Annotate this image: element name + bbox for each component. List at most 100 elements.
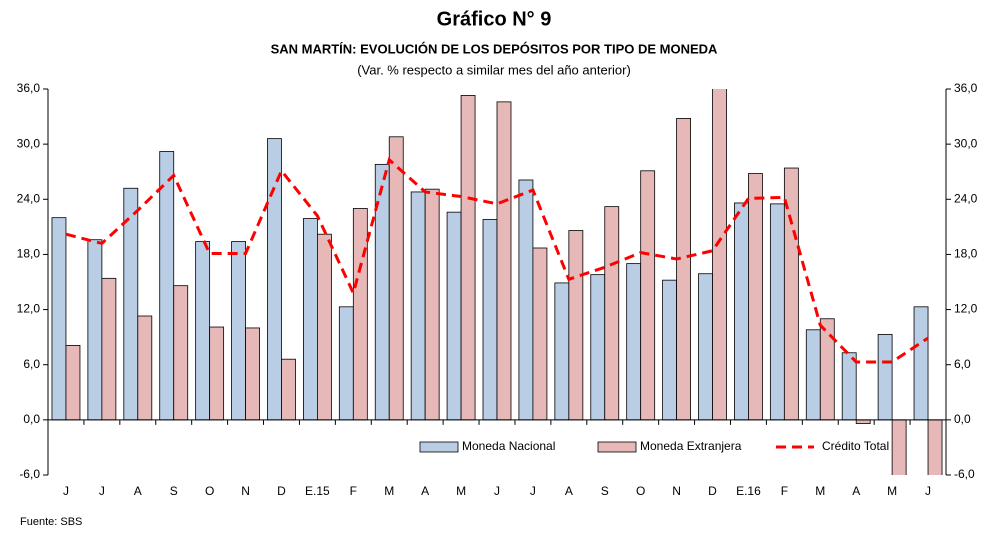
x-tick-label: J [494,484,500,498]
x-tick-label: J [63,484,69,498]
x-tick-label: M [456,484,466,498]
x-tick-label: D [277,484,286,498]
bar [877,333,893,421]
bar [231,241,246,421]
bar [352,208,368,421]
bar [604,206,620,421]
chart-title: Gráfico N° 9 [437,8,552,30]
legend-swatch [597,441,637,453]
bar [855,419,871,424]
bar [173,285,189,421]
y-tick-label: 18,0 [17,247,41,261]
bar [891,419,907,475]
bar [913,306,929,421]
bar [338,306,354,421]
bar [424,188,440,421]
y2-tick-label: 0,0 [954,412,971,426]
bar [460,95,476,421]
legend-item: Moneda Extranjera [597,439,742,453]
x-tick-label: A [852,484,860,498]
x-tick-label: F [350,484,357,498]
x-tick-label: E.16 [736,484,761,498]
bar [281,358,296,421]
y2-tick-label: -6,0 [954,467,975,481]
y-tick-label: 12,0 [17,302,41,316]
x-tick-label: J [99,484,105,498]
bar [640,170,656,421]
x-tick-label: J [925,484,931,498]
x-tick-label: F [781,484,788,498]
y2-tick-label: 24,0 [954,191,978,205]
y-tick-label: 36,0 [17,81,41,95]
bar [410,191,426,421]
bar [676,118,691,421]
y2-tick-label: 18,0 [954,247,978,261]
y-tick-label: 24,0 [17,191,41,205]
source: Fuente: SBS [20,516,82,528]
x-tick-label: A [134,484,142,498]
x-tick-label: S [170,484,178,498]
x-tick-label: M [887,484,897,498]
bar [65,345,81,421]
bar [712,89,727,421]
bar [805,329,821,421]
bar [388,136,404,421]
x-tick-label: A [565,484,573,498]
bar [662,279,677,421]
bar [267,138,282,421]
bar [101,277,117,421]
x-tick-label: E.15 [305,484,330,498]
legend-item: Moneda Nacional [419,439,555,453]
bar [626,263,642,421]
chart-note: (Var. % respecto a similar mes del año a… [357,62,631,77]
bar [590,274,606,421]
y-tick-label: 0,0 [23,412,40,426]
bar [302,218,318,421]
bar [554,282,570,421]
bar [769,203,785,421]
y-tick-label: 30,0 [17,136,41,150]
x-tick-label: M [815,484,825,498]
bar [195,241,211,421]
bar [568,230,584,421]
bar [87,239,103,421]
bar [51,217,67,421]
legend-label: Crédito Total [822,439,889,453]
x-tick-label: O [636,484,645,498]
legend-swatch [419,441,459,453]
bar [496,101,512,421]
x-tick-label: S [601,484,609,498]
plot-area [51,89,943,475]
bar [927,419,943,475]
bar [245,327,260,421]
bar [734,202,749,421]
x-tick-label: J [530,484,536,498]
bar [748,173,763,421]
y2-tick-label: 6,0 [954,357,971,371]
bar [137,315,153,421]
bar [209,326,225,421]
x-tick-label: N [241,484,250,498]
chart-subtitle: SAN MARTÍN: EVOLUCIÓN DE LOS DEPÓSITOS P… [271,41,718,56]
y2-tick-label: 30,0 [954,136,978,150]
legend-label: Moneda Nacional [462,439,555,453]
y2-tick-label: 12,0 [954,302,978,316]
bar [532,247,548,421]
bar [819,318,835,421]
x-tick-label: O [205,484,214,498]
legend-item: Crédito Total [776,439,889,453]
bar [446,211,462,421]
legend-label: Moneda Extranjera [640,439,742,453]
y-tick-label: -6,0 [19,467,40,481]
bar [698,273,713,421]
x-tick-label: D [708,484,717,498]
y2-tick-label: 36,0 [954,81,978,95]
bar [316,233,332,421]
x-tick-label: N [672,484,681,498]
bar [482,219,498,421]
bar [159,151,175,421]
x-tick-label: A [421,484,429,498]
bar [518,179,534,421]
x-tick-label: M [384,484,394,498]
